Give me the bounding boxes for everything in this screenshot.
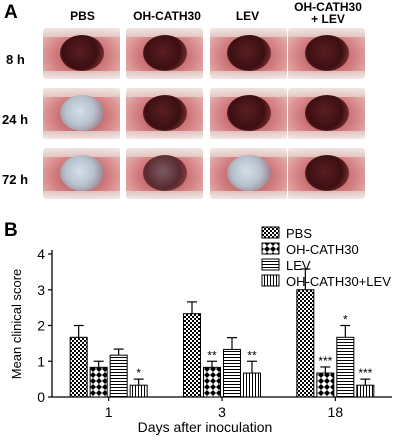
row-label-72h: 72 h	[2, 172, 29, 187]
x-tick-label: 18	[328, 404, 344, 420]
bar	[89, 366, 108, 398]
column-header-pbs: PBS	[70, 9, 95, 23]
column-header-lev: LEV	[235, 9, 260, 23]
legend-swatch	[261, 274, 280, 287]
bar	[243, 372, 261, 398]
eye-photo-combo-24h	[288, 88, 365, 139]
bar	[183, 313, 201, 398]
bar	[203, 366, 221, 398]
bar	[129, 384, 148, 398]
x-tick-label: 1	[105, 404, 113, 420]
y-tick-label: 0	[37, 389, 45, 405]
eye-photo-oh-cath30-24h	[126, 88, 203, 139]
eye-photo-pbs-72h	[43, 148, 120, 199]
legend-label: PBS	[286, 226, 312, 241]
x-tick-label: 3	[218, 404, 226, 420]
y-tick-label: 3	[37, 282, 45, 298]
significance-marker: **	[247, 348, 257, 362]
eye-photo-lev-24h	[210, 88, 287, 139]
panel-b-label: B	[4, 220, 18, 241]
bar	[296, 289, 315, 398]
row-label-8h: 8 h	[6, 52, 25, 67]
chart-axes: 0 1 2 3 4 1 3 18	[37, 246, 392, 420]
column-header-oh-cath30: OH-CATH30	[133, 9, 201, 23]
legend-swatch	[261, 226, 280, 239]
legend-label: LEV	[286, 258, 311, 273]
bar	[109, 354, 128, 398]
eye-photo-lev-8h	[210, 28, 287, 79]
panel-a-label: A	[4, 2, 18, 23]
eye-photo-lev-72h	[210, 148, 287, 199]
eye-photo-combo-8h	[288, 28, 365, 79]
significance-marker: ***	[318, 354, 332, 368]
chart-bars: *** ** *******	[69, 268, 375, 398]
bar	[356, 384, 375, 398]
significance-marker: **	[207, 348, 217, 362]
y-tick-label: 4	[37, 246, 45, 262]
column-header-combo: OH-CATH30 + LEV	[294, 0, 362, 26]
eye-photo-oh-cath30-8h	[126, 28, 203, 79]
eye-photo-combo-72h	[288, 148, 365, 199]
eye-photo-pbs-24h	[43, 88, 120, 139]
legend-label: OH-CATH30	[286, 242, 359, 257]
significance-marker: ***	[358, 366, 372, 380]
bar	[223, 348, 241, 398]
eye-photo-oh-cath30-72h	[126, 148, 203, 199]
significance-marker: *	[136, 366, 141, 380]
legend-label: OH-CATH30+LEV	[286, 274, 391, 289]
significance-marker: *	[343, 313, 348, 327]
legend-swatch	[261, 258, 280, 271]
y-axis-label: Mean clinical score	[9, 269, 24, 380]
bar	[316, 372, 335, 398]
y-tick-label: 2	[37, 318, 45, 334]
eye-photo-pbs-8h	[43, 28, 120, 79]
legend-swatch	[261, 242, 280, 255]
y-tick-label: 1	[37, 353, 45, 369]
bar	[336, 336, 355, 398]
bar	[69, 336, 88, 398]
row-label-24h: 24 h	[2, 112, 29, 127]
x-axis-label: Days after inoculation	[138, 419, 273, 435]
